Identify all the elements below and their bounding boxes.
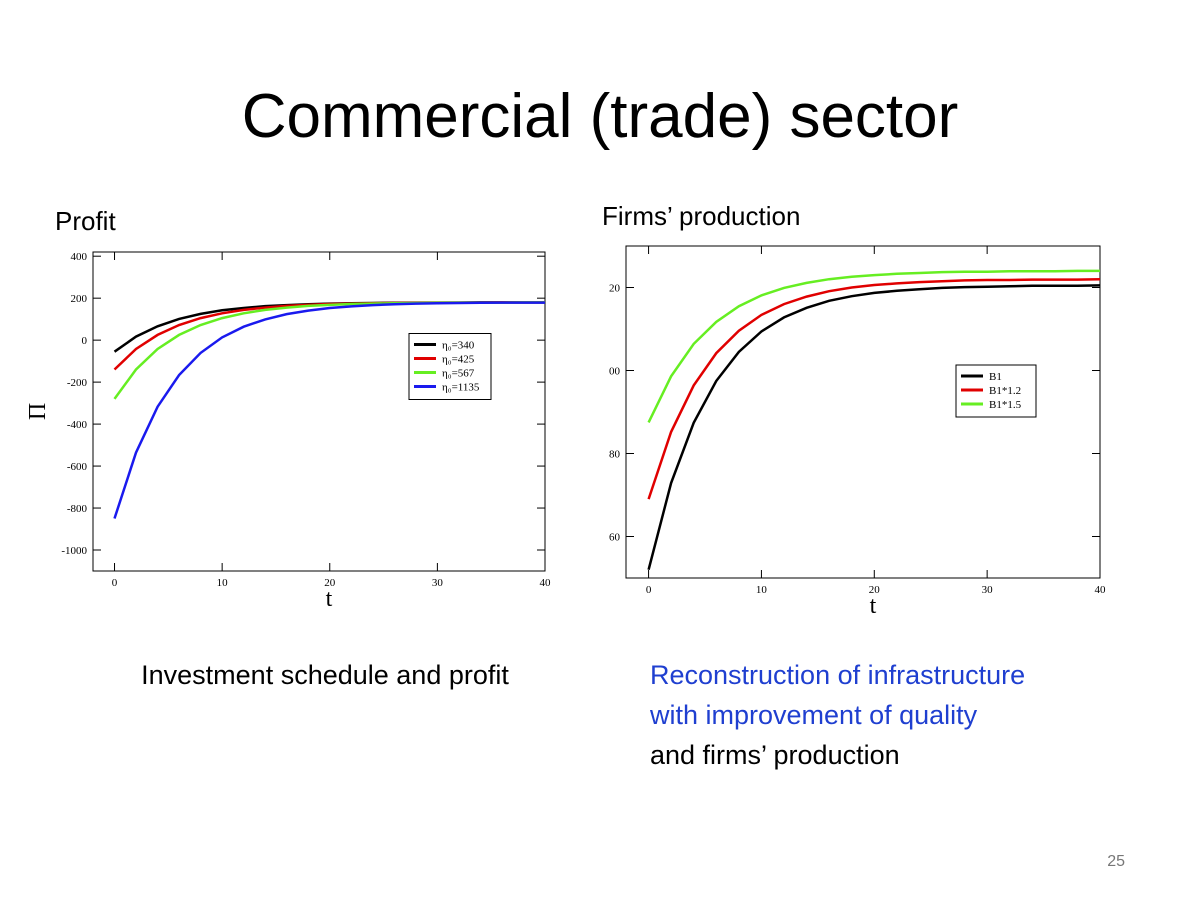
legend: η₀=340 η₀=425 η₀=567 η₀=1135: [408, 333, 492, 400]
x-tick-label: 40: [540, 577, 552, 589]
left-caption: Investment schedule and profit: [141, 660, 509, 690]
legend-label: η₀=1135: [442, 382, 480, 394]
y-tick-label: 400: [71, 251, 88, 263]
series-line: [113, 301, 545, 519]
y-axis-label: Π: [25, 403, 51, 420]
right-caption-line: Reconstruction of infrastructure: [650, 660, 1025, 690]
x-tick-label: 10: [217, 577, 229, 589]
chart-title: Firms’ production: [602, 201, 800, 231]
plot-frame: [625, 245, 1101, 579]
x-tick-label: 40: [1095, 584, 1107, 596]
right-caption-line: and firms’ production: [650, 740, 900, 770]
y-tick-label: 00: [609, 366, 621, 378]
y-tick-label: 20: [609, 283, 621, 295]
series-line: [647, 277, 1101, 500]
x-tick-label: 20: [324, 577, 336, 589]
x-tick-label: 30: [432, 577, 444, 589]
y-tick-label: -200: [67, 377, 88, 389]
x-tick-label: 0: [112, 577, 118, 589]
y-tick-label: 0: [82, 335, 88, 347]
x-axis-label: t: [870, 593, 877, 619]
chart-title: Profit: [55, 206, 116, 236]
series-line: [647, 269, 1100, 423]
legend-label: B1: [989, 371, 1002, 383]
series-line: [647, 284, 1101, 571]
y-tick-label: 80: [609, 449, 621, 461]
right-caption-line: with improvement of quality: [649, 700, 978, 730]
page-number: 25: [1107, 853, 1125, 870]
y-tick-label: 60: [609, 532, 621, 544]
legend-label: B1*1.5: [989, 399, 1022, 411]
x-tick-label: 10: [756, 584, 768, 596]
slide-title: Commercial (trade) sector: [242, 82, 959, 151]
legend-label: B1*1.2: [989, 385, 1021, 397]
y-tick-label: -600: [67, 461, 88, 473]
x-tick-label: 20: [869, 584, 881, 596]
y-tick-label: -800: [67, 503, 88, 515]
legend-label: η₀=567: [442, 368, 475, 380]
legend-label: η₀=340: [442, 340, 475, 352]
x-tick-label: 0: [646, 584, 652, 596]
y-tick-label: -400: [67, 419, 88, 431]
legend-label: η₀=425: [442, 354, 475, 366]
y-tick-label: -1000: [61, 545, 87, 557]
y-tick-label: 200: [71, 293, 88, 305]
plot-frame: [92, 251, 546, 572]
x-tick-label: 30: [982, 584, 994, 596]
legend: B1 B1*1.2 B1*1.5: [955, 364, 1037, 418]
x-axis-label: t: [326, 586, 333, 612]
